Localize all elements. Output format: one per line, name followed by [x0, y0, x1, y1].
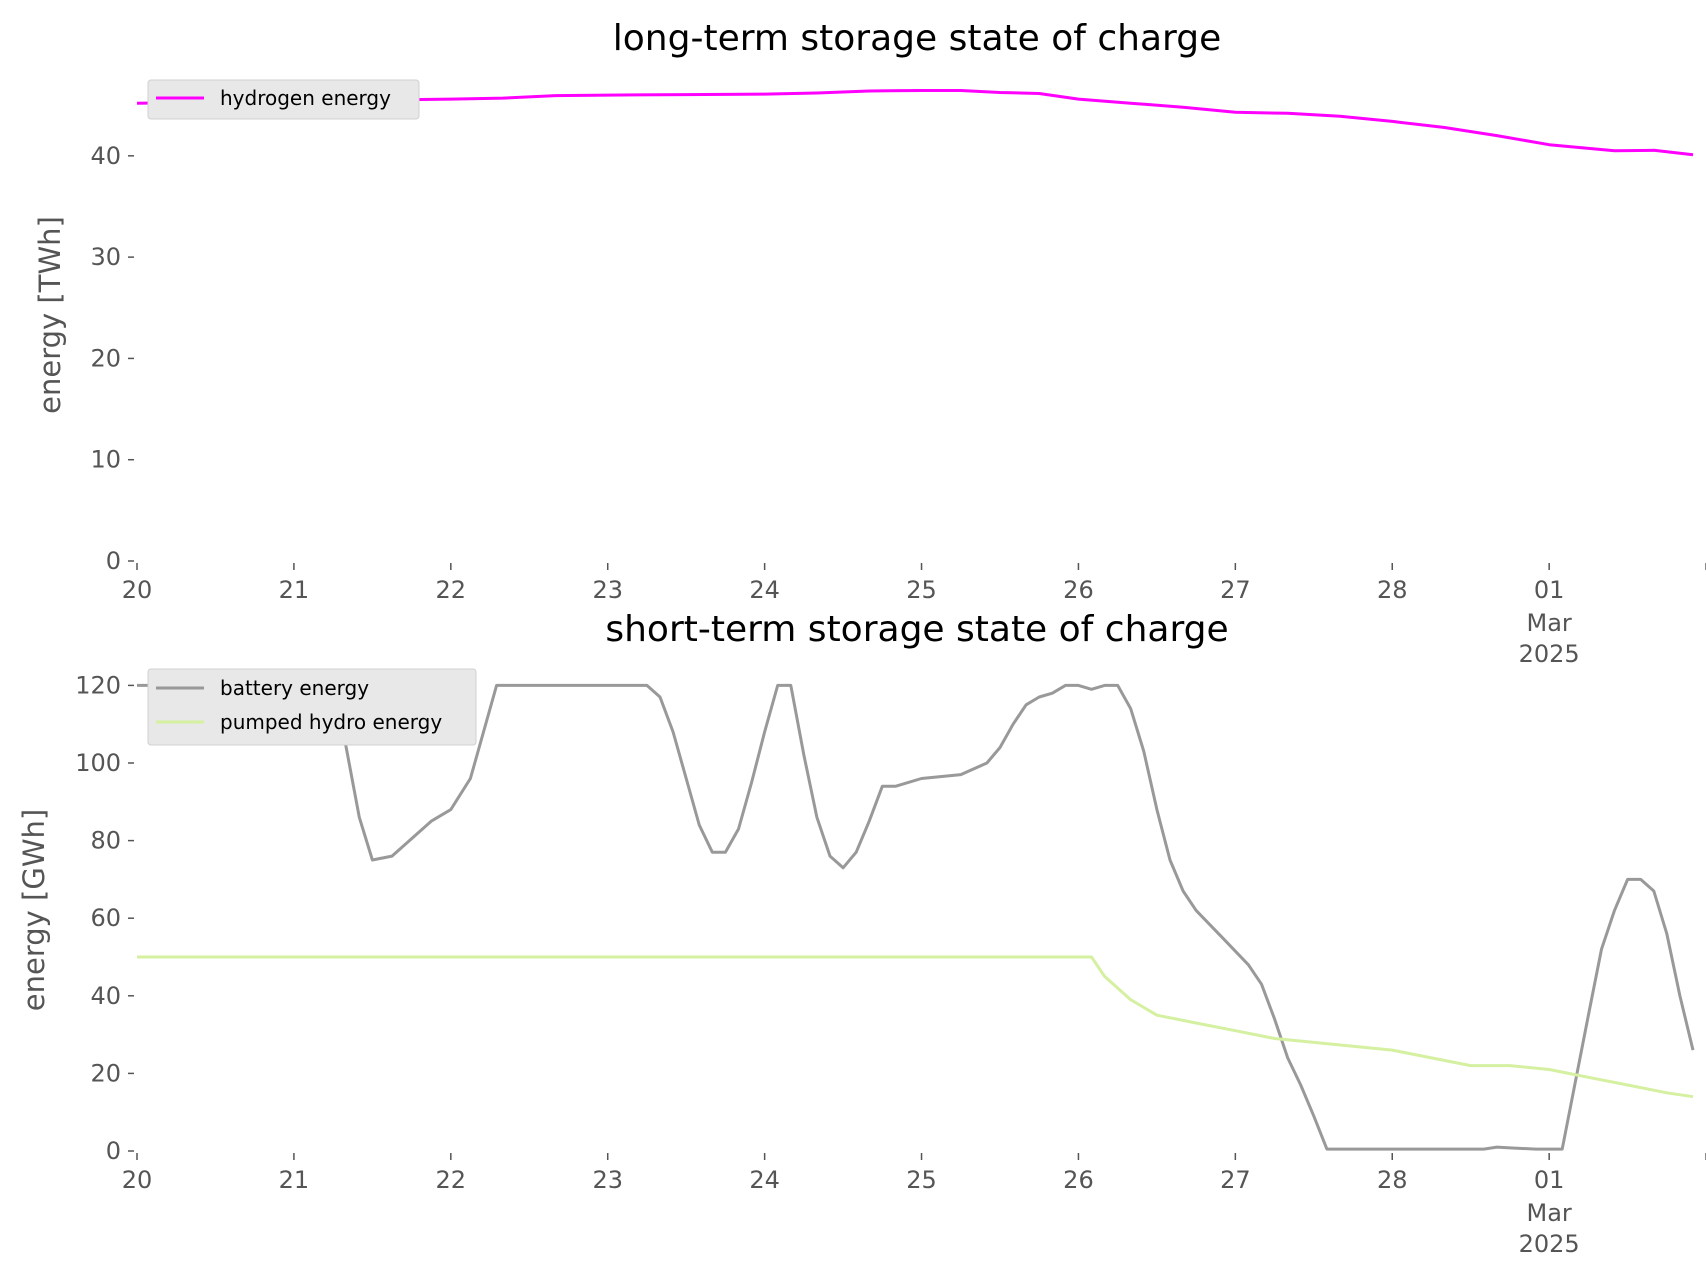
series-line-battery — [137, 683, 1695, 1151]
long-term-xtick-label: 22 — [436, 576, 467, 604]
legend-label-pumped-hydro: pumped hydro energy — [220, 710, 442, 734]
short-term-ytick-label: 0 — [106, 1137, 121, 1165]
short-term-xtick-label: 20 — [122, 1166, 153, 1194]
short-term-series — [137, 683, 1695, 1151]
long-term-xtick-month: Mar — [1527, 609, 1572, 637]
series-line-hydrogen — [136, 89, 1694, 157]
long-term-xtick-label: 25 — [906, 576, 937, 604]
short-term-ytick-label: 100 — [75, 749, 121, 777]
short-term-ytick-label: 20 — [90, 1059, 121, 1087]
short-term-xtick-label: 26 — [1063, 1166, 1094, 1194]
short-term-panel: short-term storage state of charge energ… — [17, 609, 1706, 1258]
long-term-ytick-label: 20 — [90, 344, 121, 372]
short-term-xtick-label: 21 — [279, 1166, 310, 1194]
legend-box — [147, 79, 420, 120]
long-term-xtick-label: 26 — [1063, 576, 1094, 604]
legend-label-hydrogen: hydrogen energy — [220, 86, 391, 110]
long-term-xtick-label: 24 — [749, 576, 780, 604]
short-term-xtick-label: 25 — [906, 1166, 937, 1194]
short-term-xtick-label: 01 — [1534, 1166, 1565, 1194]
long-term-series — [136, 89, 1694, 157]
long-term-xtick-label: 21 — [279, 576, 310, 604]
long-term-xtick-year: 2025 — [1519, 640, 1580, 668]
short-term-ytick-label: 80 — [90, 827, 121, 855]
short-term-ylabel: energy [GWh] — [17, 809, 51, 1011]
short-term-ytick-label: 40 — [90, 982, 121, 1010]
legend-label-battery: battery energy — [220, 676, 369, 700]
short-term-xtick-label: 24 — [749, 1166, 780, 1194]
legend-box — [147, 668, 477, 746]
short-term-xtick-label: 27 — [1220, 1166, 1251, 1194]
short-term-ytick-label: 60 — [90, 904, 121, 932]
short-term-xtick-month: Mar — [1527, 1199, 1572, 1227]
long-term-xtick-label: 01 — [1534, 576, 1565, 604]
long-term-ytick-label: 40 — [90, 142, 121, 170]
short-term-ytick-label: 120 — [75, 671, 121, 699]
long-term-xtick-label: 27 — [1220, 576, 1251, 604]
long-term-xtick-label: 23 — [592, 576, 623, 604]
series-line-pumped-hydro — [137, 955, 1694, 1099]
long-term-panel: long-term storage state of charge energy… — [33, 18, 1706, 668]
long-term-ytick-label: 0 — [106, 547, 121, 575]
long-term-axes: 0 10 20 30 40 20 21 22 23 24 25 26 27 28 01 Mar 2025 — [90, 142, 1706, 668]
short-term-legend[interactable]: battery energy pumped hydro energy — [147, 668, 477, 746]
short-term-xtick-label: 23 — [592, 1166, 623, 1194]
long-term-ytick-label: 30 — [90, 243, 121, 271]
short-term-xtick-label: 22 — [436, 1166, 467, 1194]
long-term-ytick-label: 10 — [90, 446, 121, 474]
long-term-xtick-label: 28 — [1377, 576, 1408, 604]
short-term-title: short-term storage state of charge — [605, 609, 1228, 650]
long-term-legend[interactable]: hydrogen energy — [147, 79, 420, 120]
long-term-title: long-term storage state of charge — [613, 18, 1221, 59]
long-term-ylabel: energy [TWh] — [33, 216, 67, 414]
long-term-xtick-label: 20 — [122, 576, 153, 604]
short-term-xtick-year: 2025 — [1519, 1230, 1580, 1258]
short-term-xtick-label: 28 — [1377, 1166, 1408, 1194]
